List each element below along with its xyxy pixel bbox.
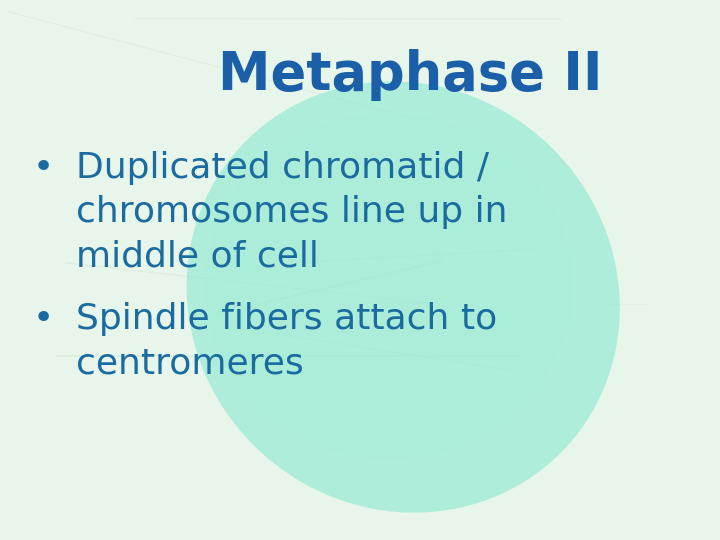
Text: Metaphase II: Metaphase II xyxy=(218,49,603,100)
Text: middle of cell: middle of cell xyxy=(76,240,318,274)
Ellipse shape xyxy=(186,82,620,512)
Text: •: • xyxy=(32,151,54,185)
Text: Spindle fibers attach to: Spindle fibers attach to xyxy=(76,302,497,336)
Text: chromosomes line up in: chromosomes line up in xyxy=(76,195,507,230)
Text: Duplicated chromatid /: Duplicated chromatid / xyxy=(76,151,489,185)
Text: •: • xyxy=(32,302,54,336)
Text: centromeres: centromeres xyxy=(76,347,303,381)
Ellipse shape xyxy=(205,113,572,459)
